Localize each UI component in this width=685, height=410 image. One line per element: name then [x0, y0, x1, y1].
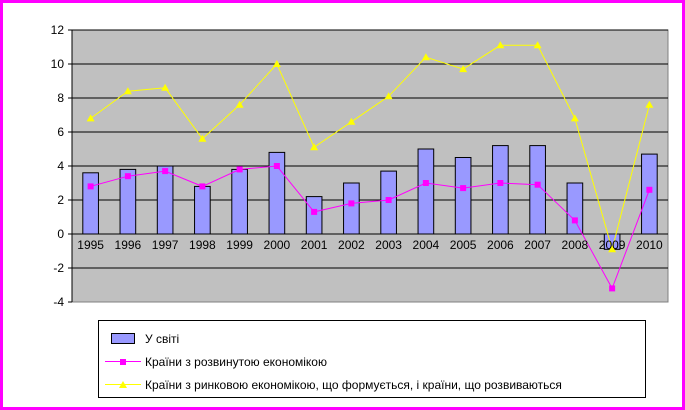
bar-2006: [492, 145, 509, 235]
point-emerging-1996: [123, 87, 132, 95]
point-emerging-2010: [645, 100, 654, 108]
x-tick-label-2003: 2003: [375, 238, 402, 252]
point-developed-1997: [162, 168, 169, 175]
chart-svg: -4 -2 0 2 4 6 8 10 12 1995 1996 1997 1998 1999 2000 20…: [51, 23, 669, 309]
legend-line-swatch-developed: [105, 356, 141, 368]
x-tick-label-2000: 2000: [264, 238, 291, 252]
y-tick-label: -2: [53, 261, 64, 275]
x-tick-label-1996: 1996: [115, 238, 142, 252]
legend-label-developed: Країни з розвинутою економікою: [145, 355, 327, 369]
point-developed-1996: [124, 173, 131, 180]
y-tick-label: 12: [51, 23, 65, 37]
x-tick-label-2010: 2010: [636, 238, 663, 252]
y-tick-labels: -4 -2 0 2 4 6 8 10 12: [51, 23, 73, 309]
x-tick-label-2005: 2005: [450, 238, 477, 252]
point-emerging-2002: [347, 117, 356, 125]
point-developed-2008: [571, 217, 578, 224]
x-tick-label-1999: 1999: [226, 238, 253, 252]
legend-item-world: У світі: [105, 329, 179, 349]
y-tick-label: 6: [57, 125, 64, 139]
point-emerging-2006: [496, 41, 505, 49]
point-emerging-1997: [161, 83, 170, 91]
bar-2005: [454, 157, 472, 235]
point-developed-2005: [460, 185, 467, 192]
point-developed-1998: [199, 183, 206, 190]
bar-1998: [194, 185, 211, 235]
point-emerging-1995: [86, 114, 95, 122]
legend-bar-swatch: [105, 333, 141, 345]
x-tick-label-2002: 2002: [338, 238, 365, 252]
y-tick-label: -4: [53, 295, 64, 309]
y-tick-label: 4: [57, 159, 64, 173]
point-emerging-2001: [310, 143, 319, 151]
point-emerging-2008: [570, 114, 579, 122]
bar-1997: [156, 165, 174, 235]
line-series-1: [90, 165, 650, 290]
legend-label-world: У світі: [145, 332, 180, 346]
bar-2004: [417, 148, 435, 235]
bar-2002: [343, 182, 360, 235]
y-tick-label: 0: [57, 227, 64, 241]
point-developed-2004: [422, 180, 429, 186]
bar-series: [82, 145, 658, 250]
point-developed-2006: [497, 180, 504, 186]
y-tick-label: 2: [57, 193, 64, 207]
point-emerging-2003: [384, 92, 393, 100]
x-tick-labels: 1995 1996 1997 1998 1999 2000 2001 2002 2003 2004…: [77, 238, 663, 252]
point-developed-2003: [385, 197, 392, 203]
line-series: [86, 41, 654, 292]
x-tick-label-1998: 1998: [189, 238, 216, 252]
legend-label-emerging: Країни з ринковою економікою, що формуєт…: [145, 378, 562, 392]
x-tick-label-2009: 2009: [599, 238, 626, 252]
legend: У світі Країни з розвинутою економікою К…: [98, 320, 646, 398]
line-series-2: [90, 44, 650, 252]
point-emerging-2009: [608, 245, 617, 253]
point-developed-1999: [236, 166, 243, 173]
point-developed-1995: [87, 183, 94, 190]
point-emerging-2007: [533, 41, 542, 49]
legend-line-swatch-emerging: [105, 379, 141, 391]
y-tick-label: 10: [51, 57, 65, 71]
bar-2001: [305, 196, 323, 235]
legend-item-developed: Країни з розвинутою економікою: [105, 352, 327, 372]
bar-1995: [82, 172, 99, 235]
bar-1999: [231, 168, 248, 235]
x-tick-label-2007: 2007: [524, 238, 551, 252]
point-developed-2007: [534, 181, 541, 188]
x-tick-label-2004: 2004: [413, 238, 440, 252]
y-tick-label: 8: [57, 91, 64, 105]
y-axis-label: [8, 130, 22, 220]
point-emerging-1998: [198, 134, 207, 142]
point-emerging-2005: [459, 65, 468, 73]
x-tick-label-1997: 1997: [152, 238, 179, 252]
x-tick-label-2001: 2001: [301, 238, 328, 252]
x-tick-label-2008: 2008: [562, 238, 589, 252]
point-emerging-2004: [421, 53, 430, 61]
x-tick-label-1995: 1995: [77, 238, 104, 252]
bar-2010: [641, 153, 658, 235]
point-developed-2001: [311, 208, 318, 215]
point-developed-2009: [609, 285, 616, 292]
point-developed-2002: [348, 200, 355, 207]
point-developed-2010: [646, 186, 653, 193]
legend-item-emerging: Країни з ринковою економікою, що формуєт…: [105, 375, 562, 395]
point-developed-2000: [273, 163, 280, 169]
point-emerging-2000: [272, 60, 281, 67]
bar-2008: [566, 182, 584, 235]
x-tick-label-2006: 2006: [487, 238, 514, 252]
point-emerging-1999: [235, 100, 244, 108]
